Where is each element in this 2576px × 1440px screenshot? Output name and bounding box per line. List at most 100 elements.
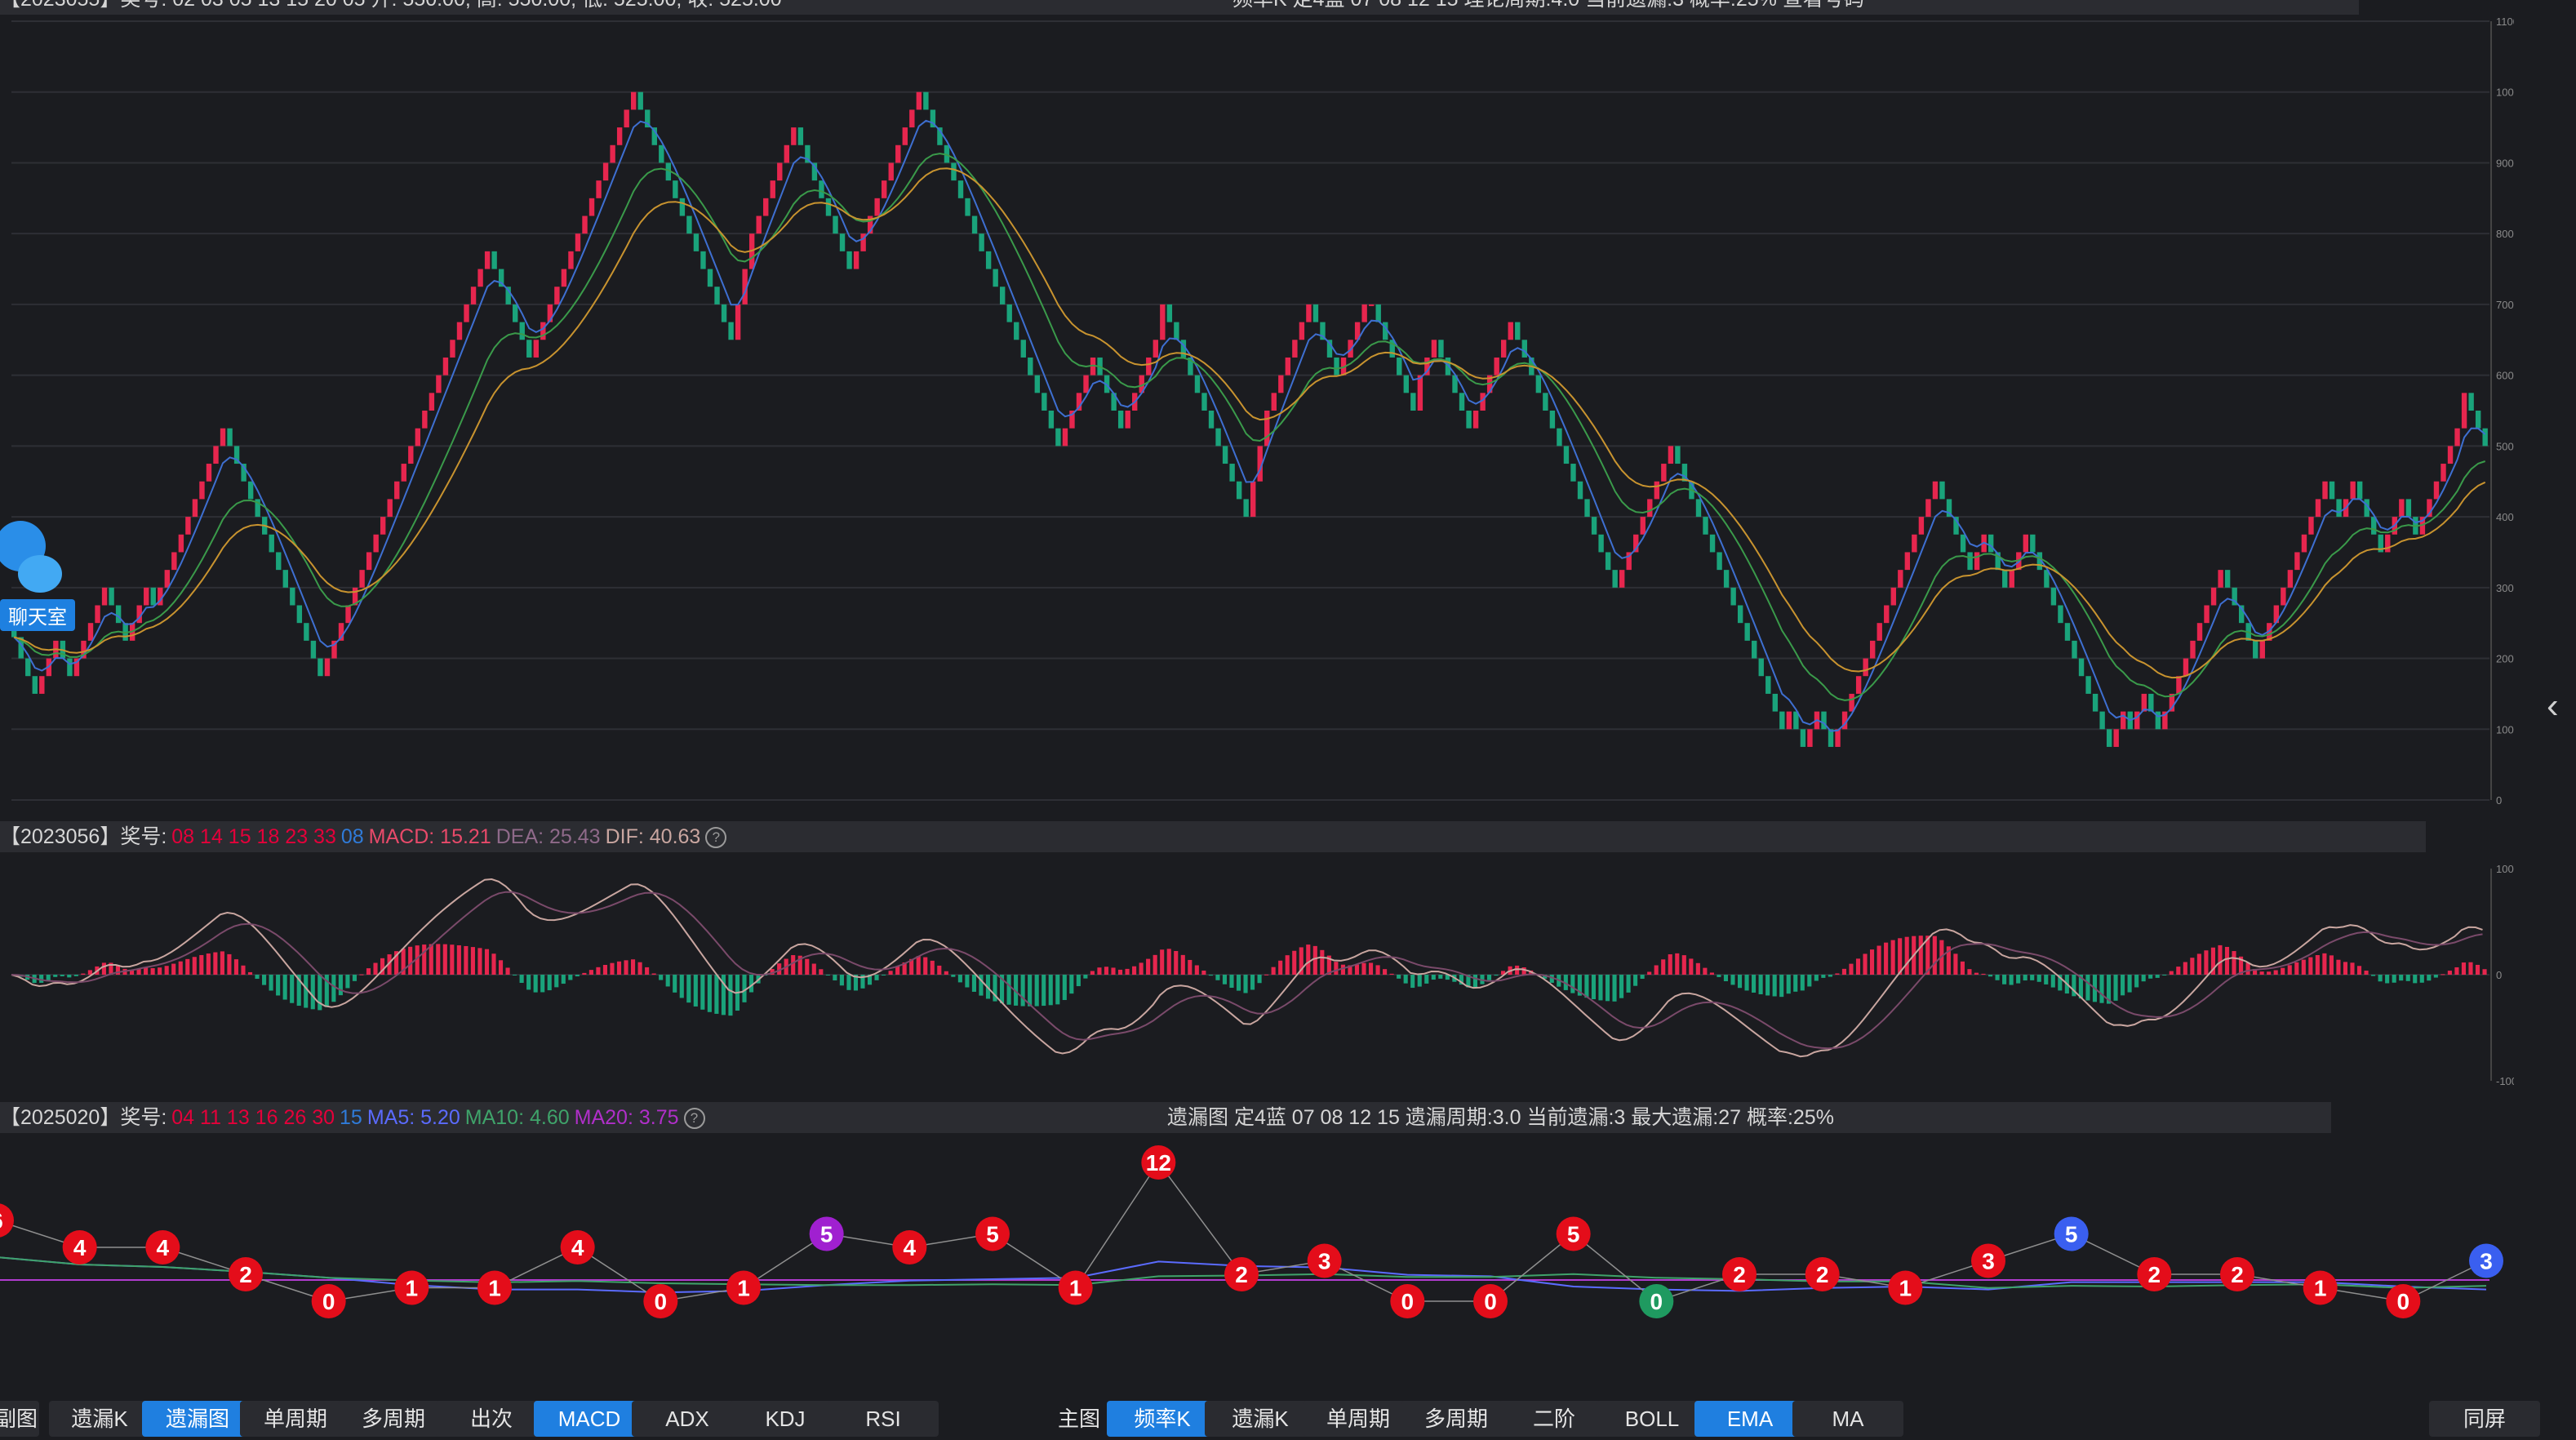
candle — [1229, 464, 1235, 482]
candle — [1306, 304, 1312, 322]
macd-bar — [1752, 975, 1757, 993]
btn-miss-k[interactable]: 遗漏K — [49, 1401, 150, 1437]
candle — [1326, 340, 1333, 358]
candle — [1904, 552, 1911, 571]
candle — [1472, 411, 1479, 429]
macd-bar — [2399, 975, 2404, 981]
macd-bar — [53, 975, 58, 977]
candle — [429, 393, 435, 411]
btn-multi-period[interactable]: 多周期 — [338, 1401, 449, 1437]
candle — [1501, 340, 1507, 358]
miss-ball — [560, 1230, 595, 1264]
macd-bar — [1160, 949, 1165, 975]
macd-bar — [1340, 964, 1345, 975]
candle — [1299, 322, 1305, 340]
macd-bar — [129, 970, 135, 975]
macd-bar — [1960, 961, 1965, 975]
btn-ma[interactable]: MA — [1792, 1401, 1903, 1437]
candle — [1737, 605, 1743, 624]
candle — [1752, 640, 1757, 659]
btn-main-single-period[interactable]: 单周期 — [1303, 1401, 1414, 1437]
candle — [1800, 729, 1806, 747]
btn-main-multi-period[interactable]: 多周期 — [1401, 1401, 1512, 1437]
candle — [1397, 357, 1402, 376]
btn-single-period[interactable]: 单周期 — [240, 1401, 351, 1437]
macd-bar — [1472, 975, 1478, 987]
miss-ball — [1971, 1243, 2005, 1278]
miss-ball — [2054, 1216, 2089, 1251]
macd-chart[interactable]: 100 0 -100 — [0, 852, 2514, 1091]
candle — [1681, 464, 1688, 482]
candle — [1953, 517, 1959, 535]
btn-second-order[interactable]: 二阶 — [1499, 1401, 1610, 1437]
candle — [1222, 446, 1228, 464]
btn-miss-chart[interactable]: 遗漏图 — [142, 1401, 253, 1437]
candle — [540, 322, 546, 340]
macd-bar — [1591, 975, 1596, 1000]
candle — [1925, 499, 1931, 518]
btn-sync-screen[interactable]: 同屏 — [2429, 1401, 2540, 1437]
candle — [2433, 481, 2440, 500]
macd-bar — [1626, 975, 1631, 993]
macd-bar — [484, 949, 490, 975]
btn-frequency-k[interactable]: 频率K — [1107, 1401, 1218, 1437]
btn-ema[interactable]: EMA — [1694, 1401, 1805, 1437]
macd-bar — [1417, 975, 1422, 987]
candle — [1125, 411, 1130, 429]
macd-bar — [791, 955, 796, 975]
macd-bar — [1306, 944, 1311, 975]
btn-boll[interactable]: BOLL — [1597, 1401, 1708, 1437]
macd-bar — [324, 975, 329, 1007]
macd-bar — [164, 966, 169, 975]
candle — [456, 322, 463, 340]
btn-subchart[interactable]: 副图 — [0, 1401, 39, 1437]
macd-bar — [728, 975, 733, 1016]
candle — [2427, 499, 2432, 518]
btn-adx[interactable]: ADX — [632, 1401, 743, 1437]
btn-kdj[interactable]: KDJ — [730, 1401, 841, 1437]
macd-bar — [255, 975, 260, 980]
chat-room-widget[interactable]: 聊天室 — [0, 521, 75, 635]
candle — [1640, 517, 1646, 535]
miss-chart[interactable]: 64420114015451122300502213522103 — [0, 1133, 2514, 1396]
macd-bar — [1925, 936, 1930, 975]
macd-bar — [1055, 975, 1060, 1005]
macd-bar — [1521, 967, 1526, 975]
candle — [1076, 393, 1082, 411]
candle — [1034, 375, 1041, 393]
help-circle-icon[interactable]: ? — [683, 1108, 705, 1130]
candle — [1591, 517, 1597, 535]
candle — [1201, 393, 1207, 411]
candle — [1062, 428, 1068, 447]
macd-bar — [2441, 974, 2445, 976]
macd-bar — [387, 954, 392, 975]
help-circle-icon[interactable]: ? — [705, 827, 727, 849]
ma10-value: MA10: 4.60 — [464, 1106, 570, 1129]
candle — [1466, 411, 1472, 429]
candle — [1709, 534, 1716, 553]
btn-rsi[interactable]: RSI — [828, 1401, 939, 1437]
candle — [2176, 676, 2182, 694]
candle — [1006, 304, 1012, 322]
candle — [610, 144, 615, 163]
macd-bar — [2329, 955, 2334, 975]
btn-occurrence[interactable]: 出次 — [436, 1401, 547, 1437]
macd-bar — [60, 975, 64, 976]
candle — [164, 570, 171, 588]
macd-bar — [1605, 975, 1610, 1002]
macd-bar — [1466, 975, 1471, 988]
candle — [2273, 605, 2280, 624]
candle — [1946, 499, 1952, 518]
miss-info-prefix: 【2025020】奖号: — [0, 1106, 167, 1129]
macd-bar — [2085, 975, 2090, 1001]
candle — [1271, 393, 1277, 411]
btn-macd[interactable]: MACD — [534, 1401, 645, 1437]
btn-main-miss-k[interactable]: 遗漏K — [1205, 1401, 1316, 1437]
macd-bar — [2433, 975, 2438, 978]
macd-bar — [1890, 940, 1895, 975]
macd-bar — [345, 975, 350, 989]
macd-bar — [1383, 969, 1388, 975]
chevron-left-icon[interactable]: ‹ — [2547, 686, 2559, 726]
candle — [498, 269, 504, 287]
